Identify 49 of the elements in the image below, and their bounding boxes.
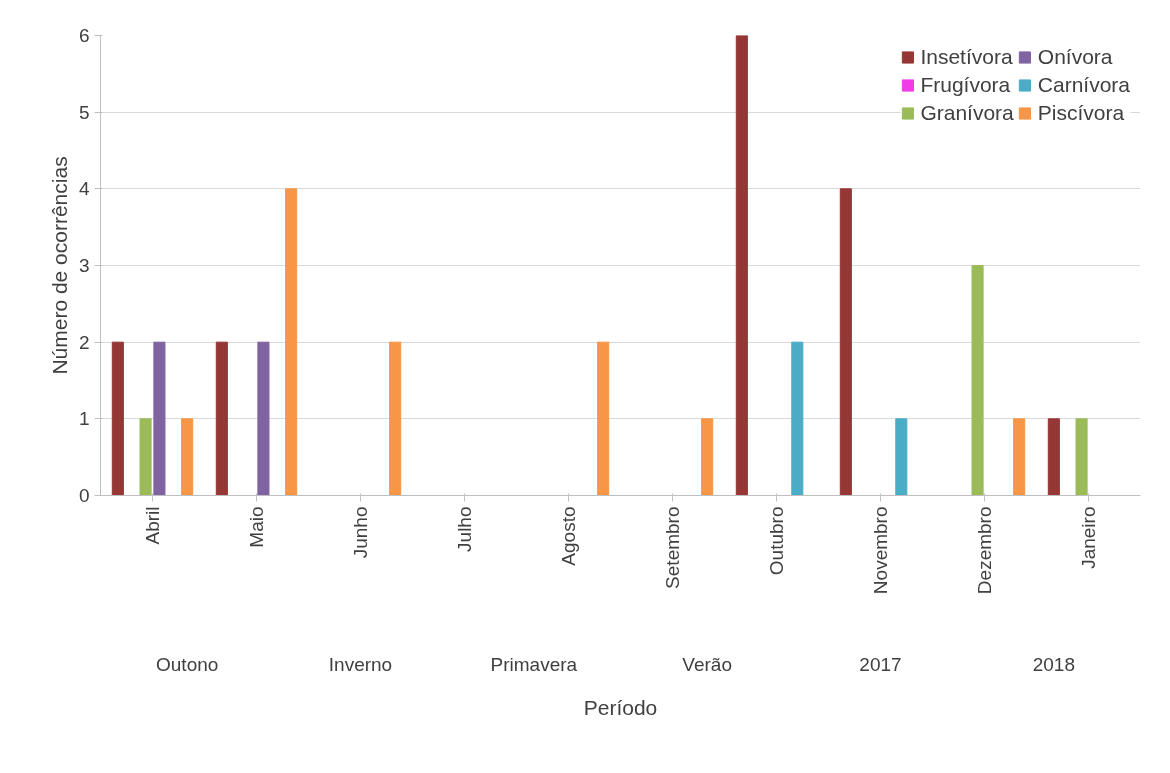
legend-label: Granívora	[920, 101, 1014, 125]
bar	[257, 341, 270, 496]
bar	[839, 188, 852, 496]
bar	[1047, 418, 1060, 496]
bar	[971, 265, 984, 496]
text: Inverno	[328, 654, 393, 676]
bar	[153, 341, 166, 496]
y-tick-label: 5	[78, 101, 90, 123]
text: Primavera	[490, 654, 578, 676]
legend-label: Carnívora	[1037, 73, 1130, 97]
text: Outono	[156, 654, 219, 676]
text: 2017	[859, 654, 902, 676]
x-tick-label: Novembro	[870, 506, 891, 595]
x-tick-label: Dezembro	[974, 506, 995, 595]
bar	[1013, 418, 1026, 496]
x-tick-label: Janeiro	[1078, 506, 1099, 569]
bar	[111, 341, 124, 496]
legend-label: Piscívora	[1037, 101, 1125, 125]
x-tick-label: Julho	[454, 506, 475, 552]
legend-label: Insetívora	[920, 45, 1013, 69]
y-tick-label: 0	[78, 485, 90, 506]
x-tick-label: Outubro	[766, 506, 787, 576]
bar	[181, 418, 194, 496]
bar	[701, 418, 714, 496]
y-axis-title: Número de ocorrências	[47, 156, 71, 375]
bar	[389, 341, 402, 496]
x-tick-label: Agosto	[558, 506, 579, 566]
x-tick-label: Setembro	[662, 506, 683, 589]
bar	[1075, 418, 1088, 496]
legend-label: Frugívora	[920, 73, 1011, 97]
text: Verão	[682, 654, 732, 676]
y-tick-label: 2	[78, 331, 90, 353]
x-tick-label: Junho	[350, 506, 371, 559]
y-tick-label: 1	[78, 408, 90, 430]
bar	[139, 418, 152, 496]
y-tick-label: 6	[78, 25, 90, 46]
bar	[285, 188, 298, 496]
x-axis-title: Período	[583, 695, 658, 719]
bar	[735, 35, 748, 496]
text: 2018	[1032, 654, 1075, 676]
bar	[215, 341, 228, 496]
bar	[791, 341, 804, 496]
x-tick-label: Maio	[246, 506, 267, 548]
y-tick-label: 4	[78, 178, 90, 200]
y-tick-label: 3	[78, 255, 90, 276]
bar	[895, 418, 908, 496]
x-tick-label: Abril	[142, 506, 163, 545]
legend-label: Onívora	[1037, 45, 1113, 69]
bar	[597, 341, 610, 496]
